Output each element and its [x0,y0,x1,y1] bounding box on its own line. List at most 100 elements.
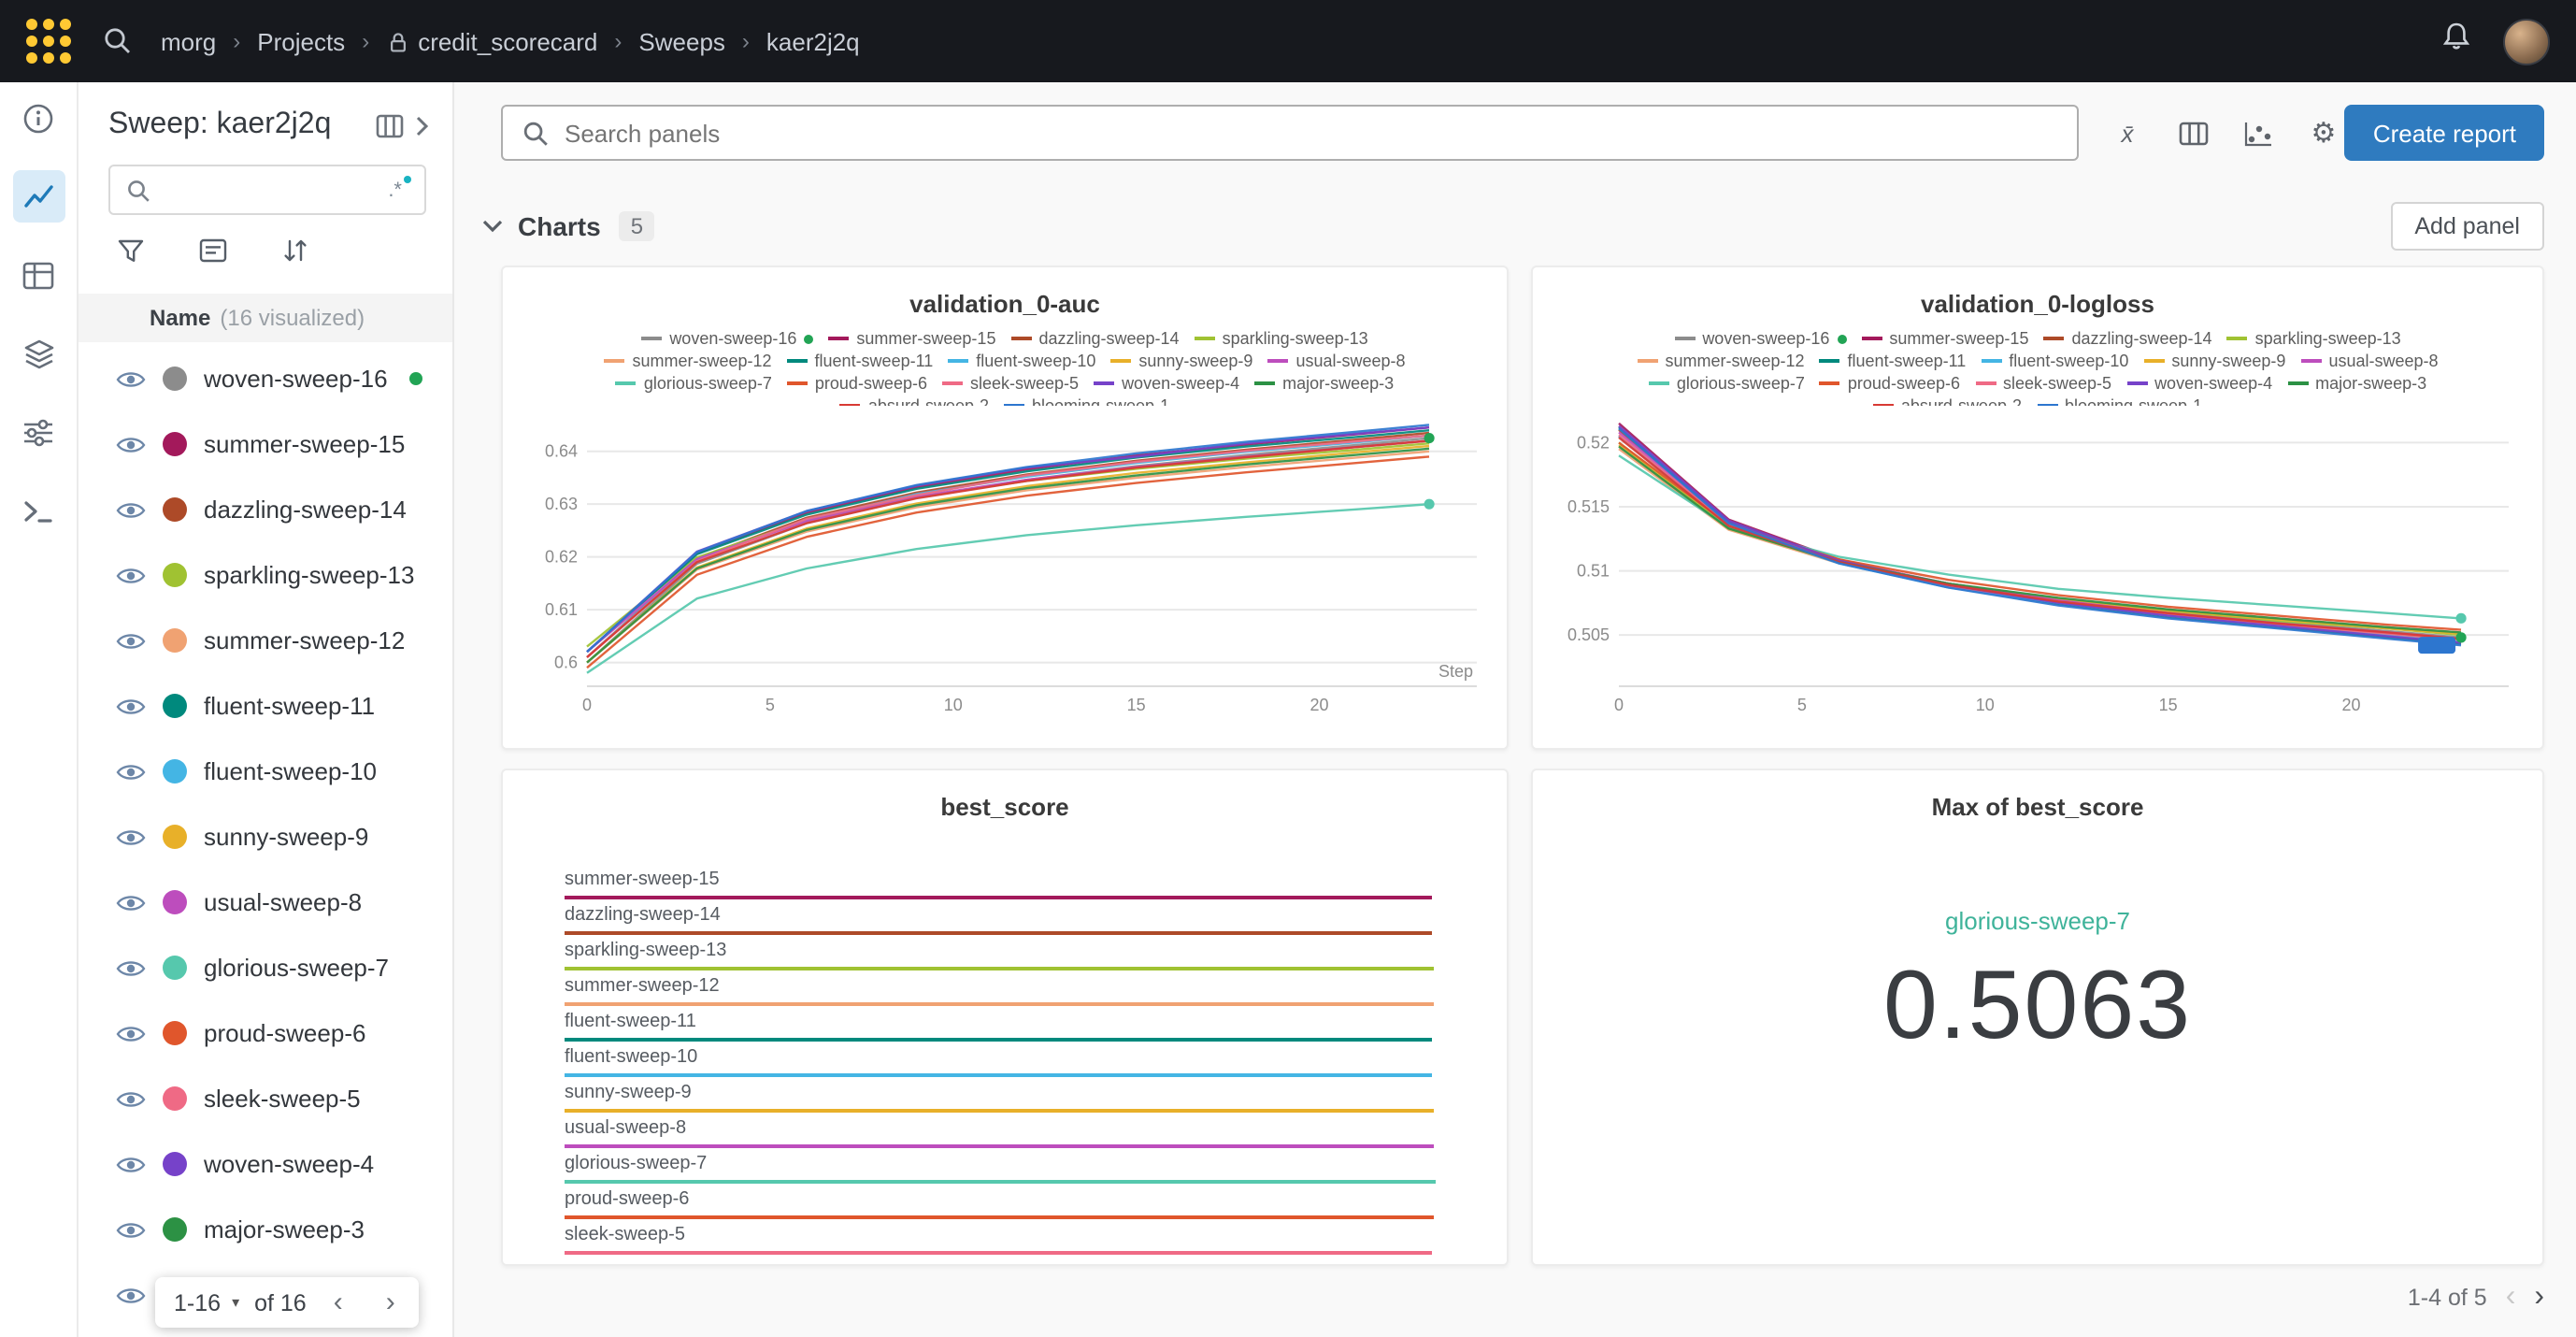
legend-item[interactable]: blooming-sweep-1 [2037,396,2202,406]
bar-row[interactable]: glorious-sweep-7 [565,1154,1436,1184]
legend-item[interactable]: major-sweep-3 [2287,374,2426,393]
create-report-button[interactable]: Create report [2344,105,2544,161]
legend-item[interactable]: proud-sweep-6 [786,374,927,393]
visibility-eye-icon[interactable] [116,826,146,848]
series-line-summer-sweep-12[interactable] [585,450,1429,664]
legend-item[interactable]: fluent-sweep-10 [948,352,1095,370]
breadcrumb-entity[interactable]: morg [161,27,217,55]
bar-row[interactable]: proud-sweep-6 [565,1189,1436,1219]
run-row[interactable]: proud-sweep-6 [79,1000,452,1066]
series-line-blooming-sweep-1[interactable] [1618,427,2462,647]
panels-prev-page-button[interactable]: ‹ [2505,1281,2516,1313]
series-line-woven-sweep-16[interactable] [1618,435,2462,639]
section-collapse-chevron-icon[interactable] [482,219,503,234]
run-row[interactable]: woven-sweep-4 [79,1131,452,1197]
run-row[interactable]: fluent-sweep-10 [79,739,452,804]
auc-line-chart[interactable]: 0.6 0.61 0.62 0.63 0.64 0 5 10 15 20 Step [519,410,1491,727]
bar-row[interactable]: fluent-sweep-11 [565,1012,1436,1042]
legend-item[interactable]: proud-sweep-6 [1819,374,1960,393]
visibility-eye-icon[interactable] [116,1087,146,1110]
filter-icon[interactable] [116,237,146,264]
visibility-eye-icon[interactable] [116,956,146,979]
visibility-eye-icon[interactable] [116,564,146,586]
table-toggle-icon[interactable] [376,113,404,137]
bar-row[interactable]: sunny-sweep-9 [565,1083,1436,1113]
series-line-sleek-sweep-5[interactable] [585,434,1429,658]
panel-best-score[interactable]: best_score summer-sweep-15 dazzling-sweep… [501,769,1509,1266]
run-row[interactable]: dazzling-sweep-14 [79,477,452,542]
legend-item[interactable]: woven-sweep-4 [2126,374,2272,393]
runs-prev-page-button[interactable]: ‹ [318,1282,359,1323]
breadcrumb-sweep-id[interactable]: kaer2j2q [766,27,860,55]
legend-item[interactable]: glorious-sweep-7 [615,374,772,393]
series-line-sparkling-sweep-13[interactable] [1618,441,2462,637]
legend-item[interactable]: dazzling-sweep-14 [2043,329,2212,348]
legend-item[interactable]: fluent-sweep-11 [786,352,933,370]
visibility-eye-icon[interactable] [116,1153,146,1175]
legend-item[interactable]: woven-sweep-16 [1674,329,1847,348]
visibility-eye-icon[interactable] [116,760,146,783]
legend-item[interactable]: woven-sweep-16 [641,329,814,348]
add-panel-button[interactable]: Add panel [2390,202,2544,251]
legend-item[interactable]: fluent-sweep-11 [1819,352,1966,370]
legend-item[interactable]: summer-sweep-15 [828,329,995,348]
series-line-major-sweep-3[interactable] [1618,445,2462,634]
global-search-icon[interactable] [101,24,135,58]
run-row[interactable]: sunny-sweep-9 [79,804,452,870]
sweep-controls-icon[interactable] [12,406,64,458]
legend-item[interactable]: absurd-sweep-2 [1872,396,2022,406]
series-line-sunny-sweep-9[interactable] [1618,444,2462,635]
legend-item[interactable]: sleek-sweep-5 [1975,374,2111,393]
scalar-run-name[interactable]: glorious-sweep-7 [1945,907,2130,935]
legend-item[interactable]: sunny-sweep-9 [1110,352,1252,370]
bar-row[interactable]: dazzling-sweep-14 [565,905,1436,935]
panel-search-input[interactable] [565,119,2058,147]
series-line-absurd-sweep-2[interactable] [1618,437,2462,640]
visibility-eye-icon[interactable] [116,367,146,390]
series-line-absurd-sweep-2[interactable] [585,439,1429,658]
run-search-input[interactable] [163,177,378,203]
x-axis-settings-icon[interactable]: x̄ [2121,119,2134,147]
series-line-fluent-sweep-11[interactable] [585,429,1429,654]
legend-item[interactable]: usual-sweep-8 [2300,352,2439,370]
series-line-fluent-sweep-10[interactable] [1618,435,2462,643]
visibility-eye-icon[interactable] [116,891,146,913]
run-row[interactable]: sleek-sweep-5 [79,1066,452,1131]
run-row[interactable]: major-sweep-3 [79,1197,452,1262]
workspace-chart-icon[interactable] [12,170,64,223]
series-line-glorious-sweep-7[interactable] [585,503,1429,674]
legend-item[interactable]: usual-sweep-8 [1267,352,1406,370]
page-size-caret-icon[interactable]: ▾ [232,1294,240,1311]
artifacts-icon[interactable] [12,327,64,380]
chevron-right-icon[interactable] [415,115,430,136]
visibility-eye-icon[interactable] [116,695,146,717]
wandb-logo[interactable] [26,19,71,64]
run-row[interactable]: sparkling-sweep-13 [79,542,452,608]
scatter-settings-icon[interactable] [2240,114,2277,151]
series-line-blooming-sweep-1[interactable] [585,424,1429,654]
bar-row[interactable]: sleek-sweep-5 [565,1225,1436,1255]
page-range-label[interactable]: 1-16 [174,1289,222,1315]
group-list-icon[interactable] [198,237,228,264]
legend-item[interactable]: sparkling-sweep-13 [1194,329,1368,348]
notifications-bell-icon[interactable] [2440,21,2473,62]
legend-item[interactable]: dazzling-sweep-14 [1010,329,1180,348]
run-row[interactable]: woven-sweep-16 [79,346,452,411]
panels-next-page-button[interactable]: › [2534,1281,2544,1313]
series-line-summer-sweep-12[interactable] [1618,448,2462,634]
regex-toggle[interactable]: .* [388,175,412,201]
breadcrumb-projects[interactable]: Projects [257,27,346,55]
legend-item[interactable]: summer-sweep-12 [1637,352,1805,370]
legend-item[interactable]: summer-sweep-12 [604,352,772,370]
legend-item[interactable]: sunny-sweep-9 [2143,352,2285,370]
series-line-major-sweep-3[interactable] [585,447,1429,664]
info-icon[interactable] [12,92,64,144]
terminal-icon[interactable] [12,484,64,537]
panel-layout-icon[interactable] [2174,114,2211,151]
visibility-eye-icon[interactable] [116,1218,146,1241]
legend-item[interactable]: summer-sweep-15 [1861,329,2028,348]
bar-row[interactable]: summer-sweep-15 [565,870,1436,899]
workspace-settings-gear-icon[interactable]: ⚙ [2311,118,2337,150]
visibility-eye-icon[interactable] [116,433,146,455]
legend-item[interactable]: glorious-sweep-7 [1648,374,1805,393]
